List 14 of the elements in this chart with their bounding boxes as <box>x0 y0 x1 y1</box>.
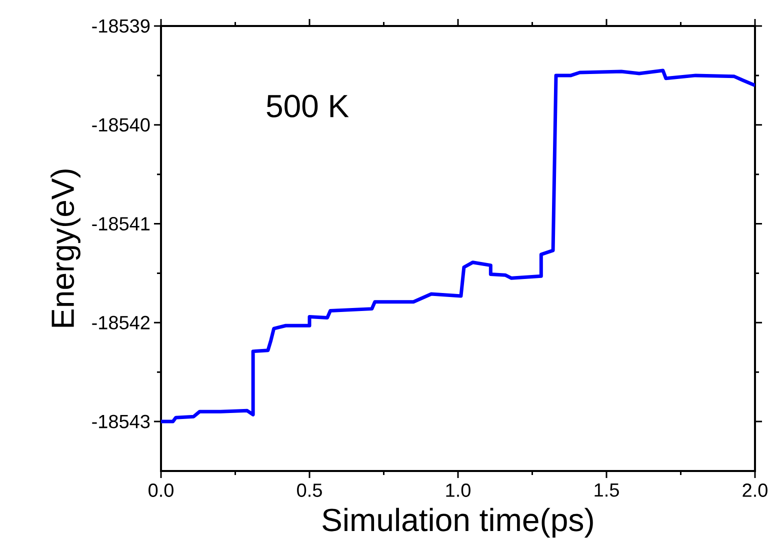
y-tick-label: -18540 <box>92 118 150 132</box>
x-tick-label: 0.5 <box>297 483 322 497</box>
y-tick-label: -18543 <box>92 414 150 428</box>
y-tick-label: -18539 <box>92 19 150 33</box>
y-tick-label: -18542 <box>92 316 150 330</box>
x-tick-label: 1.5 <box>594 484 619 497</box>
annotation: 500 K <box>266 94 349 118</box>
x-tick-label: 0.0 <box>148 483 174 497</box>
line-series <box>161 68 755 424</box>
y-tick-label: -18541 <box>92 217 150 231</box>
y-axis-title: Energy(eV) <box>50 170 80 327</box>
x-tick-label: 2.0 <box>742 483 768 497</box>
x-axis-title: Simulation time(ps) <box>322 508 593 538</box>
x-tick-label: 1.0 <box>446 483 470 497</box>
